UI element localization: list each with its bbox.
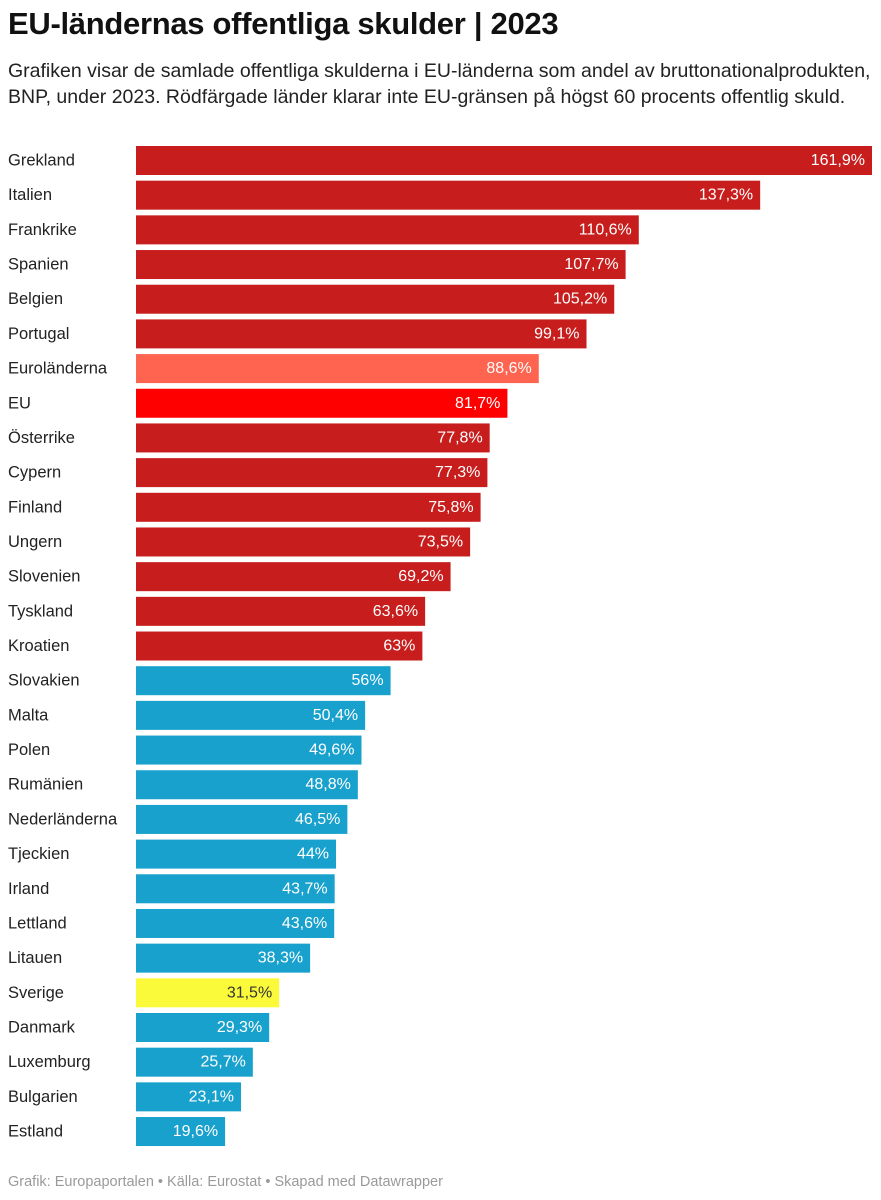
category-label: Sverige <box>8 984 64 1002</box>
category-label: Litauen <box>8 949 62 967</box>
value-label: 44% <box>297 846 329 863</box>
category-label: Österrike <box>8 429 75 447</box>
category-label: Frankrike <box>8 221 77 239</box>
bar-chart: Grekland 161,9% Italien 137,3% Frankrike 110,… <box>8 146 872 1147</box>
value-label: 105,2% <box>553 291 607 308</box>
value-label: 25,7% <box>200 1054 245 1071</box>
bar <box>136 735 362 765</box>
category-label: Italien <box>8 186 52 204</box>
bar <box>136 180 761 210</box>
bar <box>136 284 615 314</box>
category-label: Spanien <box>8 256 69 274</box>
value-label: 88,6% <box>486 360 531 377</box>
value-label: 38,3% <box>258 950 303 967</box>
bar <box>136 978 280 1008</box>
bar <box>136 1013 270 1042</box>
value-label: 110,6% <box>579 221 632 238</box>
value-label: 29,3% <box>217 1019 262 1036</box>
value-label: 46,5% <box>295 811 340 828</box>
bar <box>136 458 488 488</box>
bar <box>136 1047 253 1077</box>
bar <box>136 700 366 730</box>
category-label: Danmark <box>8 1019 76 1037</box>
value-label: 63,6% <box>373 603 418 620</box>
category-label: Malta <box>8 706 49 724</box>
category-label: Cypern <box>8 464 61 482</box>
category-label: Euroländerna <box>8 360 108 378</box>
category-label: Irland <box>8 880 49 898</box>
category-label: Luxemburg <box>8 1053 91 1071</box>
bar <box>136 631 423 661</box>
bar <box>136 839 337 869</box>
category-label: Ungern <box>8 533 62 551</box>
bar <box>136 354 539 384</box>
chart-subtitle: Grafiken visar de samlade offentliga sku… <box>8 60 871 108</box>
value-label: 75,8% <box>428 499 473 516</box>
bar <box>136 1082 242 1112</box>
value-label: 43,7% <box>282 880 327 897</box>
bar <box>136 908 335 938</box>
value-label: 63% <box>383 638 415 655</box>
category-label: Rumänien <box>8 776 83 794</box>
category-label: Bulgarien <box>8 1088 78 1106</box>
bar <box>136 146 872 175</box>
bar <box>136 804 348 834</box>
category-label: Belgien <box>8 290 63 308</box>
chart-footer: Grafik: Europaportalen • Källa: Eurostat… <box>8 1174 443 1190</box>
bar <box>136 250 626 280</box>
category-label: Tyskland <box>8 602 73 620</box>
bar <box>136 943 311 973</box>
bar <box>136 492 481 522</box>
value-label: 69,2% <box>398 568 443 585</box>
value-label: 49,6% <box>309 742 354 759</box>
value-label: 56% <box>352 672 384 689</box>
bar <box>136 562 451 592</box>
bar <box>136 388 508 418</box>
value-label: 99,1% <box>534 325 579 342</box>
bar <box>136 215 639 245</box>
value-label: 23,1% <box>189 1088 234 1105</box>
bar <box>136 423 490 453</box>
category-label: Tjeckien <box>8 845 69 863</box>
category-label: Slovenien <box>8 568 80 586</box>
value-label: 77,8% <box>437 429 482 446</box>
category-label: Estland <box>8 1123 63 1141</box>
value-label: 31,5% <box>227 984 272 1001</box>
value-label: 161,9% <box>811 152 865 169</box>
category-label: EU <box>8 394 31 412</box>
category-label: Slovakien <box>8 672 80 690</box>
value-label: 19,6% <box>173 1123 218 1140</box>
value-label: 48,8% <box>305 776 350 793</box>
category-label: Lettland <box>8 914 67 932</box>
bar <box>136 770 358 800</box>
category-label: Polen <box>8 741 50 759</box>
value-label: 81,7% <box>455 395 500 412</box>
bar <box>136 527 471 557</box>
value-label: 73,5% <box>418 533 463 550</box>
category-label: Portugal <box>8 325 69 343</box>
value-label: 107,7% <box>564 256 618 273</box>
chart-title: EU-ländernas offentliga skulder | 2023 <box>8 6 559 41</box>
value-label: 77,3% <box>435 464 480 481</box>
category-label: Kroatien <box>8 637 69 655</box>
bar <box>136 319 587 349</box>
bar <box>136 874 335 904</box>
category-label: Nederländerna <box>8 810 118 828</box>
bar <box>136 596 426 626</box>
bar <box>136 666 391 696</box>
category-label: Finland <box>8 498 62 516</box>
category-label: Grekland <box>8 152 75 170</box>
value-label: 137,3% <box>699 187 753 204</box>
bar <box>136 1117 226 1147</box>
value-label: 43,6% <box>282 915 327 932</box>
value-label: 50,4% <box>313 707 358 724</box>
